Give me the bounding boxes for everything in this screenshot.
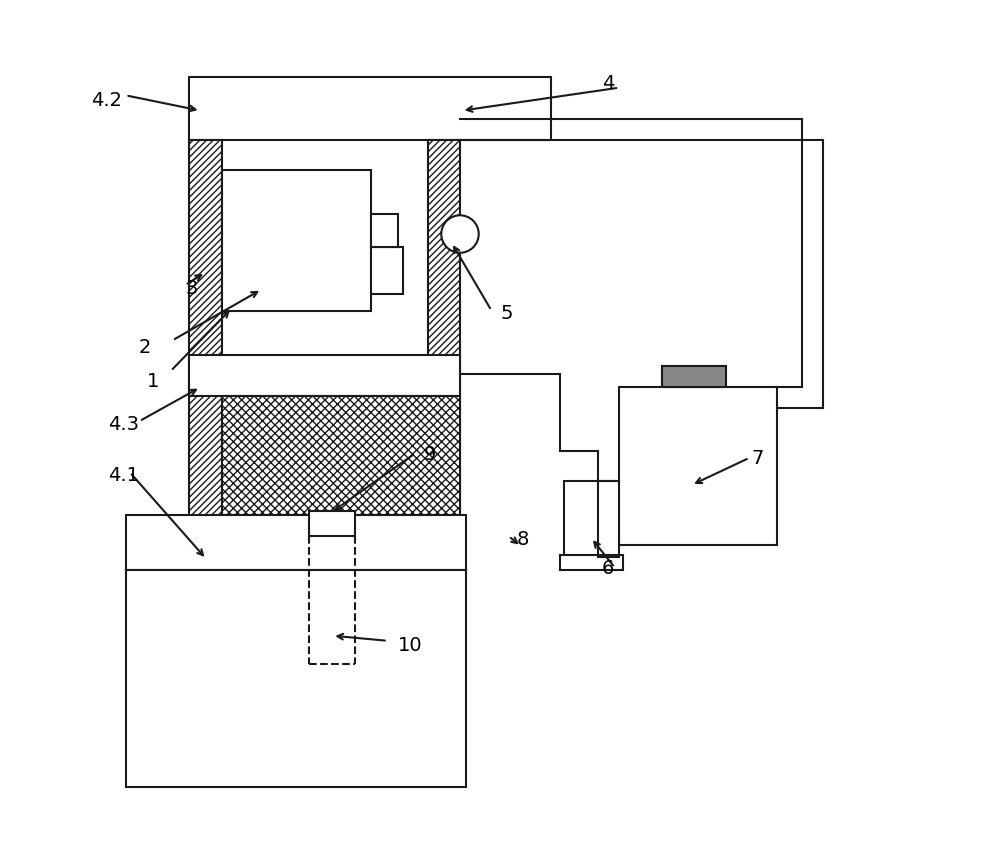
Bar [371, 214, 398, 247]
Bar [189, 140, 222, 600]
Bar [428, 140, 460, 600]
Bar [189, 355, 460, 396]
Text: 8: 8 [517, 529, 529, 549]
Text: 3: 3 [185, 278, 198, 298]
Bar [222, 396, 460, 515]
Bar [619, 387, 777, 545]
Bar [189, 77, 551, 140]
Text: 6: 6 [602, 559, 614, 579]
Bar [126, 515, 466, 570]
Bar [560, 555, 623, 570]
Text: 4.3: 4.3 [109, 414, 140, 434]
Text: 4.1: 4.1 [109, 465, 140, 485]
Text: 5: 5 [500, 304, 512, 323]
Bar [126, 570, 466, 787]
Bar [371, 247, 403, 294]
Text: 7: 7 [751, 448, 763, 468]
Bar [564, 481, 619, 557]
Bar [662, 366, 726, 387]
Bar [309, 511, 355, 536]
Text: 4.2: 4.2 [92, 91, 123, 111]
Text: 9: 9 [423, 444, 436, 464]
Bar [222, 170, 371, 311]
Circle shape [441, 215, 479, 253]
Text: 1: 1 [147, 372, 159, 391]
Text: 10: 10 [398, 636, 423, 655]
Text: 2: 2 [138, 338, 151, 357]
Text: 4: 4 [602, 74, 614, 94]
